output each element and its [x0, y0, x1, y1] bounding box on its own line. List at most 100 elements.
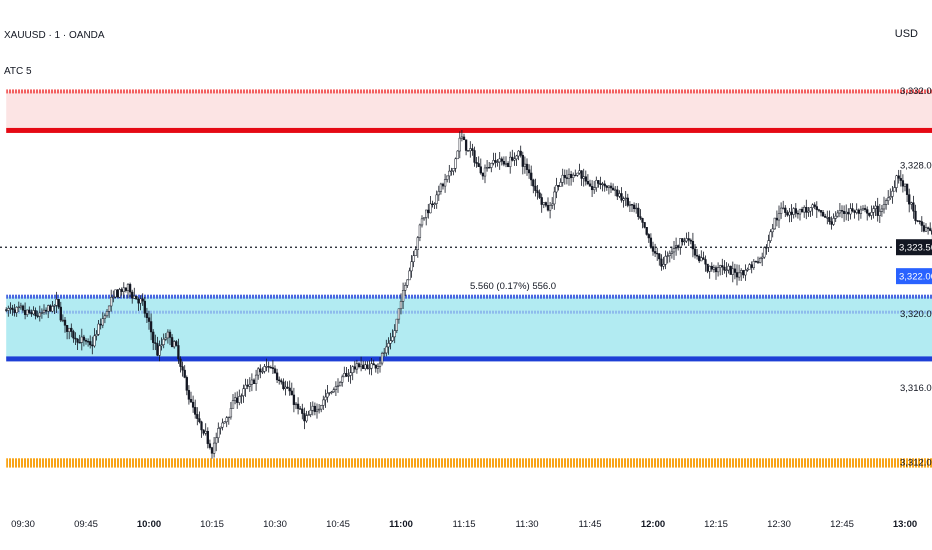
candle-body	[181, 366, 184, 371]
candle-body	[601, 183, 604, 185]
candle-body	[74, 337, 77, 340]
candle-body	[798, 208, 802, 215]
candle-body	[294, 403, 298, 406]
x-tick-label: 10:30	[263, 519, 287, 530]
candle-body	[569, 173, 573, 178]
candle-body	[80, 336, 83, 343]
candle-body	[689, 239, 692, 242]
candle-body	[756, 261, 760, 263]
x-tick-label: 09:45	[74, 519, 98, 530]
candle-body	[137, 299, 140, 304]
candle-body	[895, 175, 898, 188]
candle-body	[920, 221, 923, 226]
candle-body	[840, 210, 844, 212]
candle-body	[582, 176, 585, 179]
candle-body	[483, 167, 487, 177]
candle-body	[727, 265, 730, 271]
candle-body	[700, 257, 703, 262]
candle-body	[269, 366, 272, 369]
candle-body	[34, 310, 37, 317]
candle-body	[139, 298, 142, 304]
candle-body	[845, 211, 848, 214]
candle-body	[729, 265, 732, 275]
candle-body	[210, 447, 214, 454]
candle-body	[13, 309, 16, 313]
candle-body	[250, 379, 254, 385]
candle-body	[61, 319, 65, 322]
candle-body	[355, 363, 359, 370]
candle-body	[378, 362, 382, 367]
candle-body	[490, 163, 493, 168]
candle-body	[32, 310, 35, 315]
candle-body	[670, 251, 674, 254]
candle-body	[366, 364, 369, 369]
candle-body	[830, 221, 833, 225]
candle-body	[343, 373, 346, 378]
x-tick-label: 10:00	[137, 519, 161, 530]
candle-body	[212, 442, 216, 454]
candle-body	[672, 248, 676, 253]
candle-body	[425, 209, 428, 218]
candle-body	[189, 399, 193, 403]
candle-body	[624, 197, 627, 200]
candle-body	[599, 183, 602, 185]
candle-body	[523, 163, 527, 167]
currency-label[interactable]: USD	[894, 28, 918, 40]
candle-body	[38, 312, 41, 317]
candle-body	[834, 215, 837, 219]
candle-body	[55, 298, 58, 306]
candle-body	[595, 180, 598, 188]
candle-body	[733, 268, 737, 273]
candle-body	[819, 210, 823, 213]
candle-body	[370, 363, 373, 369]
candle-body	[891, 190, 894, 197]
candle-body	[746, 268, 749, 271]
candle-body	[857, 209, 860, 214]
candle-body	[412, 255, 415, 263]
candle-body	[408, 270, 411, 281]
candle-body	[397, 308, 401, 320]
y-tick-label: 3,320.000	[900, 309, 932, 320]
candle-body	[118, 289, 121, 298]
candle-body	[65, 325, 69, 332]
candle-body	[635, 207, 638, 210]
candle-body	[198, 418, 201, 423]
candle-body	[538, 192, 541, 198]
candle-body	[5, 309, 8, 311]
candle-body	[399, 301, 403, 310]
candle-body	[792, 208, 795, 215]
candle-body	[824, 215, 827, 218]
candle-body	[359, 364, 363, 368]
candle-body	[557, 185, 560, 187]
candle-body	[803, 207, 806, 213]
candle-body	[555, 185, 558, 193]
indicator-label[interactable]: ATC 5	[4, 66, 32, 77]
candle-body	[929, 228, 932, 231]
candle-body	[880, 208, 884, 212]
candle-body	[296, 403, 300, 409]
candle-body	[878, 211, 881, 216]
candle-body	[443, 179, 447, 187]
candle-body	[194, 407, 197, 415]
candle-body	[914, 210, 917, 221]
candle-body	[622, 198, 625, 201]
candle-body	[561, 174, 564, 183]
candle-body	[406, 279, 409, 286]
candle-body	[542, 202, 545, 205]
candle-body	[849, 208, 852, 215]
candle-body	[427, 209, 430, 214]
candle-body	[737, 272, 741, 278]
candle-body	[219, 426, 222, 429]
candle-body	[282, 381, 285, 390]
candle-body	[876, 205, 879, 216]
candle-body	[828, 217, 831, 222]
candle-body	[500, 158, 503, 162]
candle-body	[147, 317, 151, 322]
candle-body	[401, 290, 405, 302]
candle-body	[387, 343, 390, 348]
candle-body	[240, 395, 243, 397]
candle-body	[385, 346, 388, 354]
candle-body	[704, 259, 707, 265]
x-tick-label: 10:45	[326, 519, 350, 530]
